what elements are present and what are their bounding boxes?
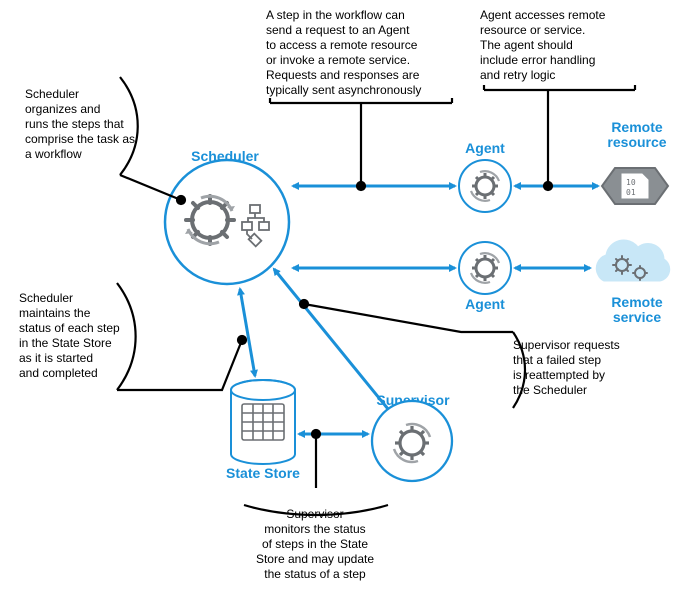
callout-supervisor-request: [300, 300, 525, 408]
diagram-stage: Scheduler organizes and runs the steps t…: [0, 0, 693, 597]
supervisor-node: [372, 401, 452, 481]
scheduler-node: [165, 160, 289, 284]
diagram-svg: 10 01: [0, 0, 693, 597]
svg-text:01: 01: [626, 188, 636, 197]
svg-text:10: 10: [626, 178, 636, 187]
remote-service-node: [596, 240, 669, 281]
state-store-grid-icon: [242, 404, 284, 440]
remote-resource-doc-icon: 10 01: [622, 174, 648, 198]
remote-resource-node: 10 01: [602, 168, 668, 204]
callout-scheduler-status: [117, 283, 246, 390]
agent-2-node: [459, 242, 511, 294]
callout-step-request: [270, 98, 452, 190]
state-store-node: [231, 380, 295, 464]
arrow-scheduler-statestore: [240, 289, 255, 376]
agent-1-node: [459, 160, 511, 212]
callout-scheduler-workflow: [120, 77, 185, 204]
